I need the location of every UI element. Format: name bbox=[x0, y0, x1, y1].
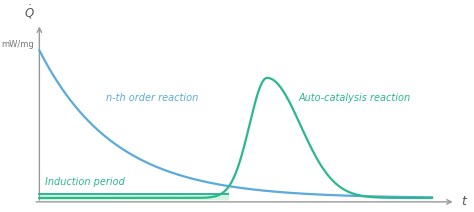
Text: mW/mg: mW/mg bbox=[1, 40, 34, 49]
Text: Auto-catalysis reaction: Auto-catalysis reaction bbox=[299, 92, 410, 103]
Text: Induction period: Induction period bbox=[45, 177, 125, 187]
Text: $\dot{Q}$: $\dot{Q}$ bbox=[24, 4, 35, 21]
Text: n-th order reaction: n-th order reaction bbox=[106, 92, 198, 103]
Text: t: t bbox=[461, 195, 466, 208]
